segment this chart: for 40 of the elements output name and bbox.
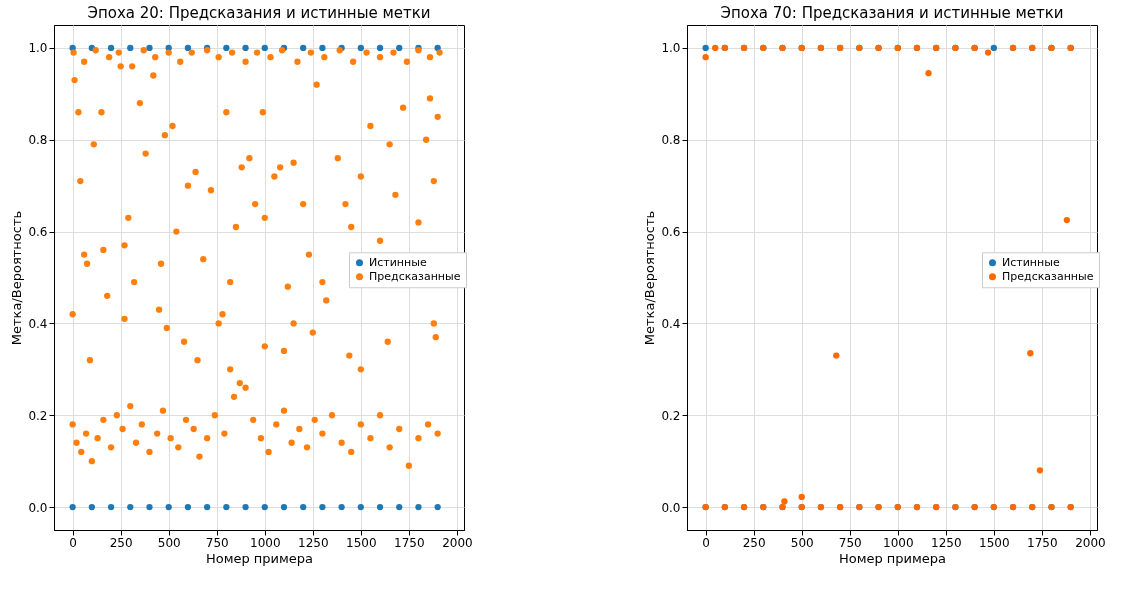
y-axis-title: Метка/Вероятность bbox=[642, 210, 658, 346]
x-axis-title: Номер примера bbox=[205, 550, 314, 566]
x-tick-label: 750 bbox=[838, 535, 862, 550]
y-tick-label: 0.6 bbox=[661, 225, 681, 240]
legend-label: Предсказанные bbox=[369, 269, 461, 283]
x-tick-label: 1000 bbox=[882, 535, 914, 550]
y-tick-label: 1.0 bbox=[661, 41, 681, 56]
x-tick-label: 1250 bbox=[298, 535, 329, 550]
x-tick-label: 1750 bbox=[394, 535, 425, 550]
chart-title: Эпоха 20: Предсказания и истинные метки bbox=[87, 4, 431, 22]
x-tick-label: 750 bbox=[205, 535, 229, 550]
y-axis-title: Метка/Вероятность bbox=[9, 210, 25, 346]
chart-title: Эпоха 70: Предсказания и истинные метки bbox=[720, 4, 1064, 22]
x-tick-label: 1000 bbox=[249, 535, 281, 550]
y-tick-label: 0.0 bbox=[28, 500, 48, 515]
legend-label: Предсказанные bbox=[1002, 269, 1094, 283]
y-tick-label: 0.2 bbox=[661, 408, 681, 423]
y-tick-label: 0.2 bbox=[28, 408, 48, 423]
x-tick-label: 1750 bbox=[1027, 535, 1058, 550]
legend-label: Истинные bbox=[1002, 255, 1060, 269]
x-tick-label: 250 bbox=[109, 535, 133, 550]
x-tick-label: 500 bbox=[157, 535, 181, 550]
x-tick-label: 0 bbox=[69, 535, 77, 550]
x-tick-label: 250 bbox=[742, 535, 766, 550]
x-tick-label: 1250 bbox=[931, 535, 962, 550]
x-tick-label: 500 bbox=[790, 535, 814, 550]
y-tick-label: 0.0 bbox=[661, 500, 681, 515]
y-tick-label: 0.4 bbox=[28, 316, 48, 331]
x-tick-label: 1500 bbox=[346, 535, 377, 550]
y-tick-label: 0.8 bbox=[28, 133, 48, 148]
x-tick-label: 2000 bbox=[1075, 535, 1106, 550]
y-tick-label: 1.0 bbox=[28, 41, 48, 56]
x-tick-label: 2000 bbox=[442, 535, 473, 550]
x-tick-label: 0 bbox=[702, 535, 710, 550]
y-tick-label: 0.6 bbox=[28, 225, 48, 240]
legend-label: Истинные bbox=[369, 255, 427, 269]
x-tick-label: 1500 bbox=[979, 535, 1010, 550]
y-tick-label: 0.8 bbox=[661, 133, 681, 148]
y-tick-label: 0.4 bbox=[661, 316, 681, 331]
x-axis-title: Номер примера bbox=[838, 550, 947, 566]
